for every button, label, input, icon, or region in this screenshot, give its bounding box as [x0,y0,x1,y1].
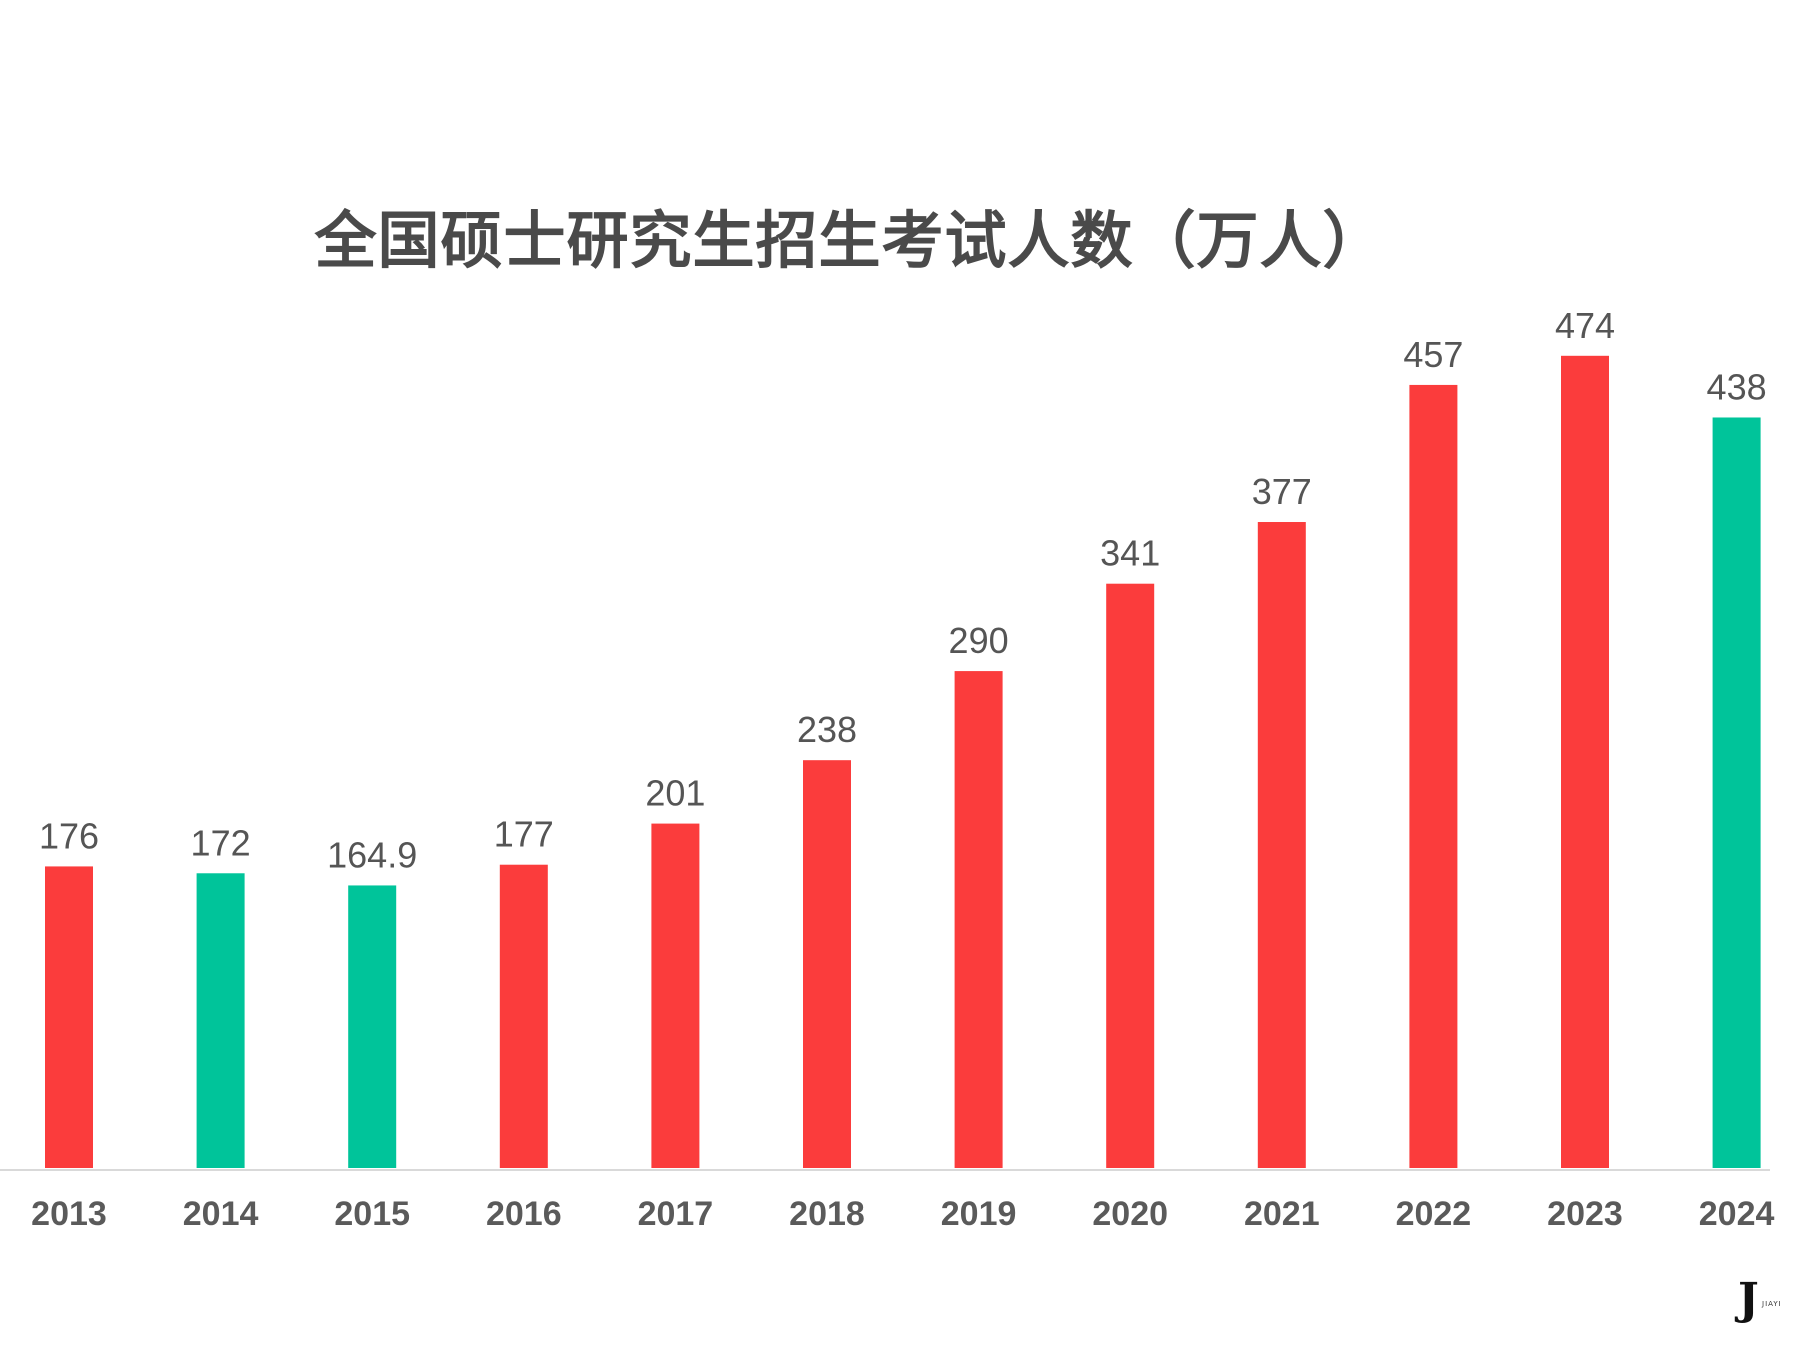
value-label-2016: 177 [494,814,554,855]
bar-2019 [954,671,1003,1168]
x-tick-label-2019: 2019 [941,1195,1017,1233]
value-label-2020: 341 [1100,533,1160,574]
bar-2023 [1561,355,1609,1168]
bar-2013 [45,866,93,1168]
x-tick-label-2016: 2016 [486,1195,562,1233]
bar-2015 [348,885,397,1168]
x-tick-label-2015: 2015 [334,1195,410,1233]
bar-2017 [651,823,700,1168]
value-label-2023: 474 [1555,305,1615,346]
value-label-2021: 377 [1252,471,1312,512]
value-label-2017: 201 [645,773,705,814]
chart-title: 全国硕士研究生招生考试人数（万人） [314,204,1386,277]
value-label-2018: 238 [797,709,857,750]
x-tick-label-2023: 2023 [1547,1195,1623,1233]
x-tick-label-2013: 2013 [31,1195,107,1233]
x-tick-label-2024: 2024 [1699,1195,1775,1233]
bar-2021 [1257,522,1306,1168]
value-label-2015: 164.9 [327,834,417,875]
x-tick-label-2021: 2021 [1244,1195,1320,1233]
bar-2014 [196,873,245,1168]
x-tick-label-2014: 2014 [183,1195,259,1233]
bar-2018 [803,760,851,1168]
value-label-2013: 176 [39,815,99,856]
x-tick-label-2022: 2022 [1396,1195,1472,1233]
logo-text: JIAYI [1762,1300,1782,1308]
x-tick-label-2020: 2020 [1092,1195,1168,1233]
bar-2016 [499,864,548,1168]
logo-mark: J [1738,1274,1759,1325]
bar-2022 [1409,384,1458,1168]
value-label-2022: 457 [1403,334,1463,375]
bar-2024 [1712,417,1761,1168]
value-label-2024: 438 [1707,366,1767,407]
brand-logo: J JIAYI [1738,1278,1788,1326]
x-tick-label-2018: 2018 [789,1195,865,1233]
value-label-2019: 290 [949,620,1009,661]
bar-2020 [1106,583,1155,1168]
value-label-2014: 172 [191,822,251,863]
x-tick-label-2017: 2017 [638,1195,714,1233]
